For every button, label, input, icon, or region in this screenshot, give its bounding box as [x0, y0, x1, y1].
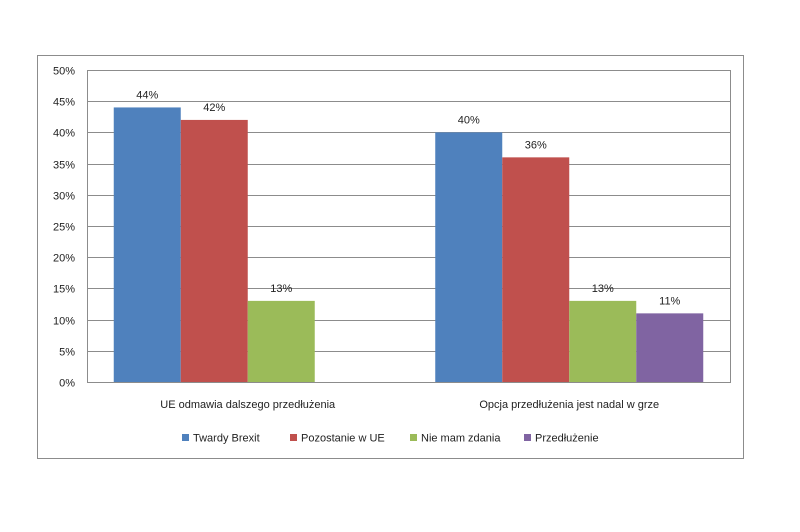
- y-tick-label: 10%: [53, 316, 75, 328]
- legend-item: Przedłużenie: [524, 433, 599, 445]
- legend-swatch: [182, 434, 189, 441]
- legend: Twardy Brexit Pozostanie w UE Nie mam zdan…: [182, 433, 599, 445]
- y-tick-label: 35%: [53, 160, 75, 172]
- data-label: 11%: [659, 295, 680, 307]
- legend-item: Twardy Brexit: [182, 433, 260, 445]
- bar: [636, 313, 704, 382]
- data-label: 40%: [458, 114, 480, 126]
- legend-swatch: [290, 434, 297, 441]
- x-tick-label: Opcja przedłużenia jest nadal w grze: [479, 399, 659, 411]
- legend-item: Pozostanie w UE: [290, 433, 385, 445]
- legend-swatch: [410, 434, 417, 441]
- plot-area: 0% 5% 10% 15% 20% 25% 30% 35% 40% 45% 50% 44% 42% 13%…: [53, 66, 731, 411]
- y-tick-label: 0%: [59, 378, 75, 390]
- y-tick-label: 50%: [53, 66, 75, 78]
- data-label: 13%: [270, 283, 292, 295]
- y-tick-label: 15%: [53, 284, 75, 296]
- bar: [247, 300, 315, 382]
- legend-swatch: [524, 434, 531, 441]
- legend-label: Pozostanie w UE: [301, 433, 385, 445]
- bar: [113, 107, 181, 382]
- legend-label: Przedłużenie: [535, 433, 599, 445]
- y-tick-label: 30%: [53, 191, 75, 203]
- bar: [502, 157, 570, 382]
- bar: [435, 132, 503, 382]
- legend-label: Nie mam zdania: [421, 433, 501, 445]
- y-tick-label: 45%: [53, 97, 75, 109]
- y-tick-label: 40%: [53, 128, 75, 140]
- data-label: 13%: [592, 283, 614, 295]
- bar: [180, 119, 248, 383]
- legend-item: Nie mam zdania: [410, 433, 501, 445]
- y-tick-label: 5%: [59, 347, 75, 359]
- bar: [569, 300, 637, 382]
- legend-label: Twardy Brexit: [193, 433, 260, 445]
- y-tick-label: 20%: [53, 253, 75, 265]
- data-label: 42%: [203, 102, 225, 114]
- x-tick-label: UE odmawia dalszego przedłużenia: [160, 399, 336, 411]
- data-label: 44%: [136, 89, 158, 101]
- y-tick-label: 25%: [53, 222, 75, 234]
- data-label: 36%: [525, 139, 547, 151]
